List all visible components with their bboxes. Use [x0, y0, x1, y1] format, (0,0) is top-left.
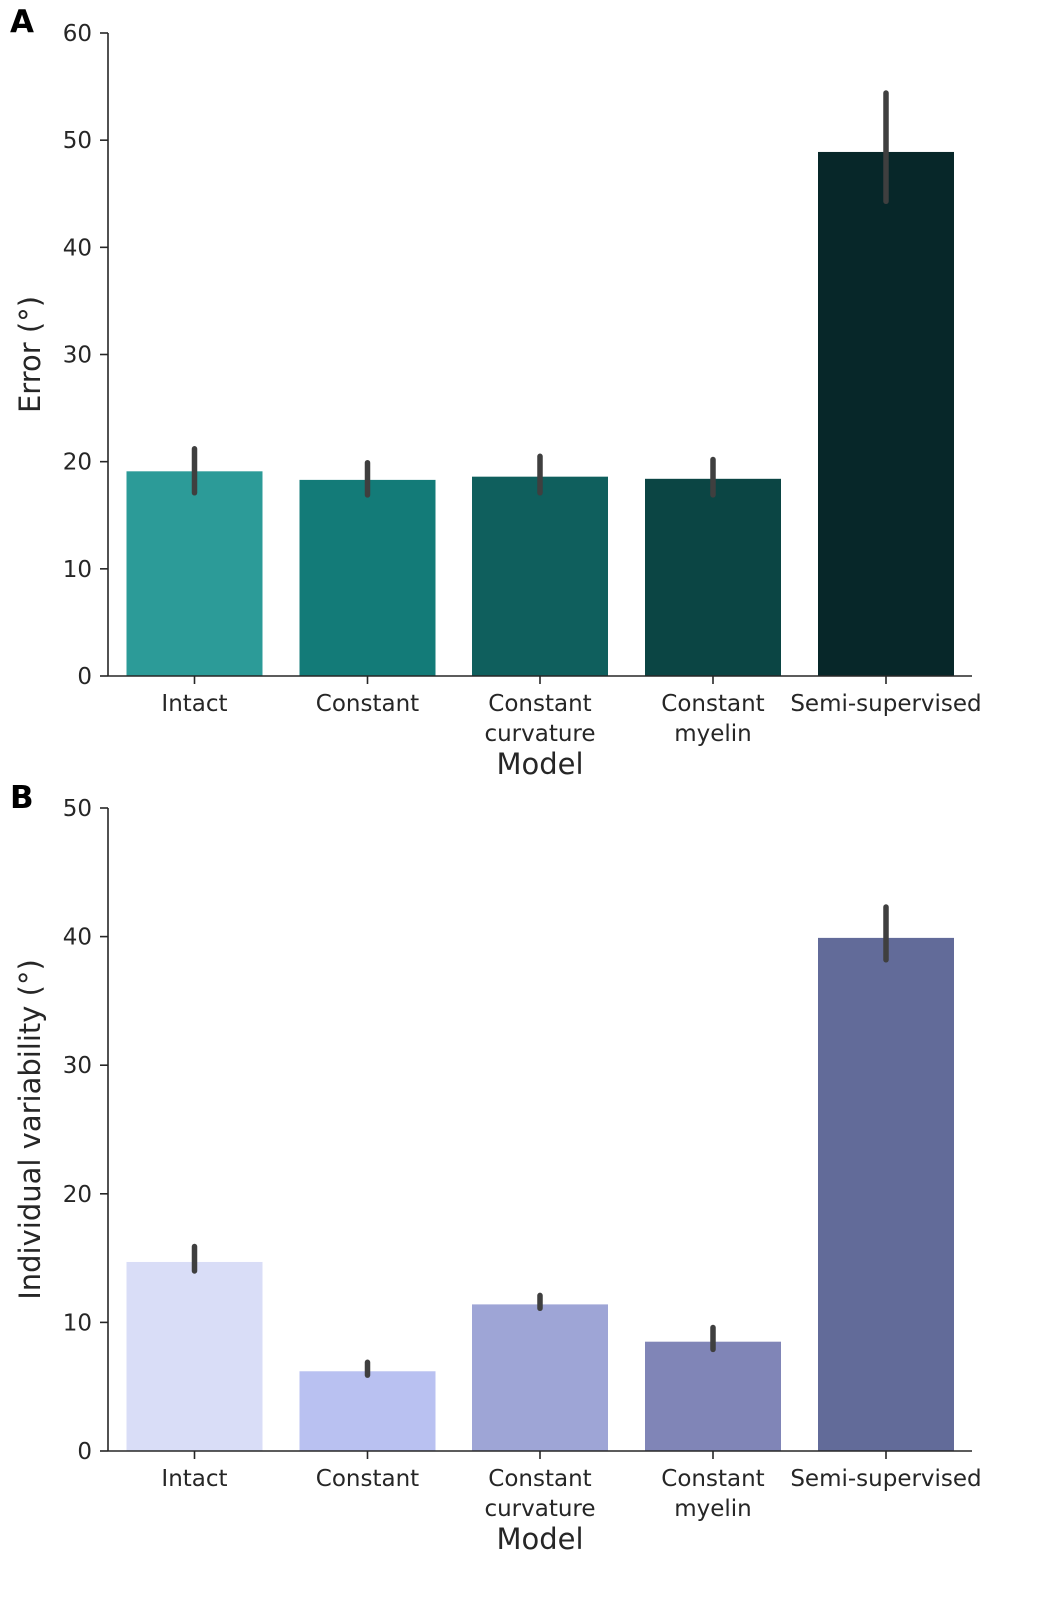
x-tick-label: Semi-supervised	[790, 1466, 981, 1492]
y-tick-label: 20	[63, 450, 92, 476]
y-axis-title: Individual variability (°)	[13, 959, 47, 1300]
bar-4	[645, 1341, 781, 1451]
y-tick-label: 40	[63, 235, 92, 261]
bar-1	[126, 471, 263, 676]
x-tick-label-line: Semi-supervised	[790, 1466, 981, 1492]
x-tick-label-line: Constant	[661, 1466, 764, 1492]
x-tick-label-line: Constant	[488, 691, 591, 717]
y-tick-label: 20	[63, 1182, 92, 1208]
x-axis-title: Model	[496, 747, 583, 781]
panel-label: B	[10, 780, 34, 816]
x-tick-label-line: myelin	[674, 721, 752, 747]
bar-5	[818, 151, 954, 676]
bar-3	[472, 476, 608, 676]
y-tick-label: 10	[63, 557, 92, 583]
bar-5	[818, 937, 954, 1451]
x-tick-label-line: myelin	[674, 1496, 752, 1522]
bar-2	[299, 479, 436, 676]
x-tick-label: Intact	[161, 691, 227, 717]
bar-3	[472, 1304, 608, 1451]
y-tick-label: 10	[63, 1310, 92, 1336]
y-axis-title: Error (°)	[13, 296, 47, 413]
y-tick-label: 40	[63, 925, 92, 951]
bar-2	[299, 1371, 436, 1451]
y-tick-label: 60	[63, 21, 92, 47]
x-tick-label: Constant curvature	[484, 691, 595, 747]
x-tick-label: Intact	[161, 1466, 227, 1492]
x-tick-label-line: Constant	[316, 691, 419, 717]
x-tick-label-line: curvature	[484, 721, 595, 747]
bar-4	[645, 478, 781, 676]
x-tick-label-line: Constant	[488, 1466, 591, 1492]
y-tick-label: 0	[77, 1439, 92, 1465]
x-tick-label-line: Intact	[161, 1466, 227, 1492]
x-tick-label: Constant myelin	[661, 691, 764, 747]
panel-label: A	[10, 4, 34, 40]
x-tick-label-line: Semi-supervised	[790, 691, 981, 717]
y-tick-label: 30	[63, 343, 92, 369]
panel-b-variability-chart: B 0 10 20 30 40 50 Intact Constant Constant curvat…	[10, 780, 982, 1556]
panel-a-error-chart: A 0 10 20 30 40 50 60 Intact Constant Constant curv…	[10, 4, 982, 781]
bar-1	[126, 1261, 263, 1451]
x-tick-label: Constant curvature	[484, 1466, 595, 1522]
x-tick-label: Constant myelin	[661, 1466, 764, 1522]
x-tick-label-line: Constant	[316, 1466, 419, 1492]
x-tick-label: Constant	[316, 1466, 419, 1492]
x-axis-title: Model	[496, 1522, 583, 1556]
y-tick-label: 0	[77, 664, 92, 690]
x-tick-label-line: Intact	[161, 691, 227, 717]
x-tick-label-line: curvature	[484, 1496, 595, 1522]
y-tick-label: 50	[63, 796, 92, 822]
x-tick-label-line: Constant	[661, 691, 764, 717]
y-tick-label: 30	[63, 1053, 92, 1079]
x-tick-label: Semi-supervised	[790, 691, 981, 717]
x-tick-label: Constant	[316, 691, 419, 717]
y-tick-label: 50	[63, 128, 92, 154]
